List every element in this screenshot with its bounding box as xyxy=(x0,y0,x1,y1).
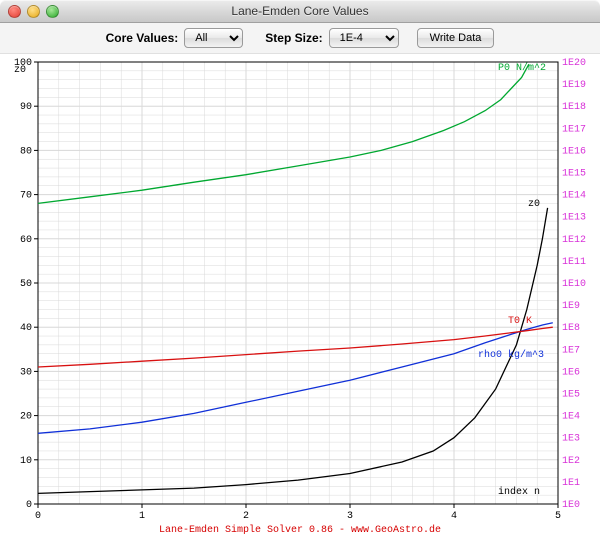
close-icon[interactable] xyxy=(8,5,21,18)
svg-text:1E9: 1E9 xyxy=(562,301,580,312)
step-size-select[interactable]: 1E-4 xyxy=(329,28,399,48)
svg-text:20: 20 xyxy=(20,412,32,423)
chart-svg: 01234501020304050607080901001E01E11E21E3… xyxy=(0,54,600,526)
svg-text:80: 80 xyxy=(20,146,32,157)
write-data-button[interactable]: Write Data xyxy=(417,28,495,48)
svg-text:1E2: 1E2 xyxy=(562,456,580,467)
svg-text:3: 3 xyxy=(347,511,353,522)
svg-text:1E15: 1E15 xyxy=(562,169,586,180)
svg-text:P0 N/m^2: P0 N/m^2 xyxy=(498,62,546,74)
svg-text:40: 40 xyxy=(20,323,32,334)
svg-text:z0: z0 xyxy=(528,199,540,210)
footer-text: Lane-Emden Simple Solver 0.86 - www.GeoA… xyxy=(159,525,441,536)
svg-text:1E5: 1E5 xyxy=(562,390,580,401)
svg-text:1E17: 1E17 xyxy=(562,124,586,135)
svg-text:z0: z0 xyxy=(14,65,26,76)
svg-text:0: 0 xyxy=(26,500,32,511)
svg-text:1E14: 1E14 xyxy=(562,191,586,202)
svg-text:30: 30 xyxy=(20,367,32,378)
svg-text:5: 5 xyxy=(555,511,561,522)
core-values-select[interactable]: All xyxy=(184,28,243,48)
svg-text:1E7: 1E7 xyxy=(562,345,580,356)
footer-credit: Lane-Emden Simple Solver 0.86 - www.GeoA… xyxy=(0,525,600,536)
minimize-icon[interactable] xyxy=(27,5,40,18)
toolbar: Core Values: All Step Size: 1E-4 Write D… xyxy=(0,23,600,54)
svg-text:10: 10 xyxy=(20,456,32,467)
svg-text:90: 90 xyxy=(20,102,32,113)
traffic-lights xyxy=(8,5,59,18)
window-title: Lane-Emden Core Values xyxy=(231,4,368,18)
svg-text:0: 0 xyxy=(35,511,41,522)
svg-text:50: 50 xyxy=(20,279,32,290)
step-size-label: Step Size: xyxy=(265,31,322,45)
svg-text:1E18: 1E18 xyxy=(562,102,586,113)
svg-text:4: 4 xyxy=(451,511,457,522)
svg-text:1E13: 1E13 xyxy=(562,213,586,224)
svg-text:index n: index n xyxy=(498,486,540,498)
zoom-icon[interactable] xyxy=(46,5,59,18)
window-titlebar: Lane-Emden Core Values xyxy=(0,0,600,23)
svg-text:1: 1 xyxy=(139,511,145,522)
svg-text:1E0: 1E0 xyxy=(562,500,580,511)
svg-text:1E6: 1E6 xyxy=(562,367,580,378)
svg-text:2: 2 xyxy=(243,511,249,522)
svg-text:1E1: 1E1 xyxy=(562,478,580,489)
svg-text:70: 70 xyxy=(20,191,32,202)
svg-text:rho0 kg/m^3: rho0 kg/m^3 xyxy=(478,349,544,361)
svg-text:1E3: 1E3 xyxy=(562,434,580,445)
core-values-label: Core Values: xyxy=(106,31,179,45)
chart-area: 01234501020304050607080901001E01E11E21E3… xyxy=(0,54,600,540)
svg-text:60: 60 xyxy=(20,235,32,246)
svg-text:1E12: 1E12 xyxy=(562,235,586,246)
svg-text:1E11: 1E11 xyxy=(562,257,586,268)
svg-text:1E8: 1E8 xyxy=(562,323,580,334)
svg-text:1E10: 1E10 xyxy=(562,279,586,290)
svg-text:1E16: 1E16 xyxy=(562,146,586,157)
svg-text:1E20: 1E20 xyxy=(562,58,586,69)
svg-text:1E4: 1E4 xyxy=(562,412,580,423)
svg-text:1E19: 1E19 xyxy=(562,80,586,91)
svg-text:T0 K: T0 K xyxy=(508,316,532,327)
